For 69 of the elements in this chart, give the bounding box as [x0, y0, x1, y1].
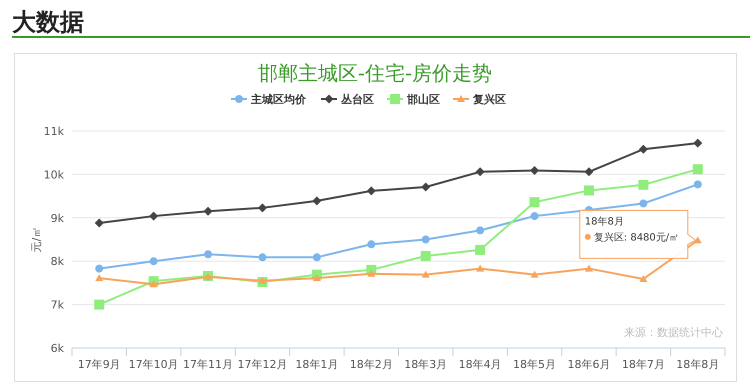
- annotation: 来源：数据统计中心: [624, 326, 723, 339]
- point: [204, 250, 212, 258]
- y-tick-label: 9k: [50, 212, 65, 225]
- x-tick-label: 18年7月: [622, 358, 665, 371]
- point: [258, 276, 266, 284]
- point: [530, 270, 539, 278]
- point: [258, 203, 267, 212]
- point: [204, 206, 213, 216]
- legend-label: 邯山区: [406, 93, 440, 106]
- y-tick-label: 7k: [50, 298, 65, 312]
- point: [367, 270, 376, 277]
- y-tick-label: 8k: [50, 255, 65, 268]
- x-tick-label: 17年11月: [183, 358, 234, 371]
- annotation: 复兴区: 8480元/㎡: [594, 231, 680, 244]
- y-tick-label: 10k: [44, 168, 65, 182]
- point: [95, 264, 104, 273]
- tooltip: 18年8月 复兴区: 8480元/㎡: [579, 210, 697, 259]
- legend-label: 主城区均价: [250, 93, 307, 106]
- point: [639, 199, 648, 208]
- point: [638, 144, 648, 154]
- point: [584, 185, 594, 196]
- text: 大数据: [12, 8, 84, 36]
- point: [312, 196, 322, 206]
- point: [693, 138, 702, 148]
- annotation: 18年8月: [584, 215, 624, 228]
- x-tick-label: 18年6月: [567, 358, 610, 371]
- legend-label: 复兴区: [472, 93, 506, 106]
- point: [422, 270, 430, 278]
- x-tick-label: 18年3月: [404, 358, 448, 371]
- y-tick-label: 11k: [44, 125, 65, 138]
- point: [530, 166, 540, 175]
- point: [584, 167, 594, 176]
- point: [421, 182, 430, 192]
- y-axis-title: 元/㎡: [30, 226, 43, 252]
- x-tick-label: 18年5月: [513, 358, 556, 371]
- point: [694, 180, 702, 188]
- point: [150, 257, 158, 266]
- x-tick-label: 18年1月: [295, 358, 338, 371]
- point: [312, 253, 321, 262]
- point: [94, 300, 104, 310]
- point: [476, 226, 484, 234]
- point: [530, 212, 539, 220]
- point: [312, 274, 321, 282]
- point: [476, 264, 484, 272]
- point: [639, 274, 648, 282]
- chart-title: 邯郸主城区-住宅-房价走势: [258, 61, 492, 85]
- point: [150, 280, 158, 288]
- x-tick-label: 17年12月: [237, 358, 288, 371]
- x-tick-label: 17年9月: [78, 358, 121, 371]
- point: [420, 250, 431, 261]
- point: [149, 212, 158, 221]
- point: [584, 264, 593, 272]
- x-tick-label: 18年8月: [676, 358, 720, 371]
- y-tick-label: 6k: [50, 342, 65, 355]
- point: [692, 164, 703, 174]
- point: [475, 244, 486, 255]
- point: [476, 167, 485, 176]
- legend-label: 丛台区: [340, 93, 374, 106]
- x-tick-label: 18年2月: [350, 358, 393, 371]
- point: [258, 253, 266, 262]
- point: [94, 218, 104, 228]
- point: [422, 236, 430, 244]
- point: [367, 240, 376, 248]
- point: [366, 186, 376, 196]
- point: [638, 180, 648, 190]
- x-tick-label: 17年10月: [128, 358, 179, 371]
- point: [530, 197, 540, 208]
- point: [95, 274, 104, 282]
- x-tick-label: 18年4月: [458, 358, 502, 371]
